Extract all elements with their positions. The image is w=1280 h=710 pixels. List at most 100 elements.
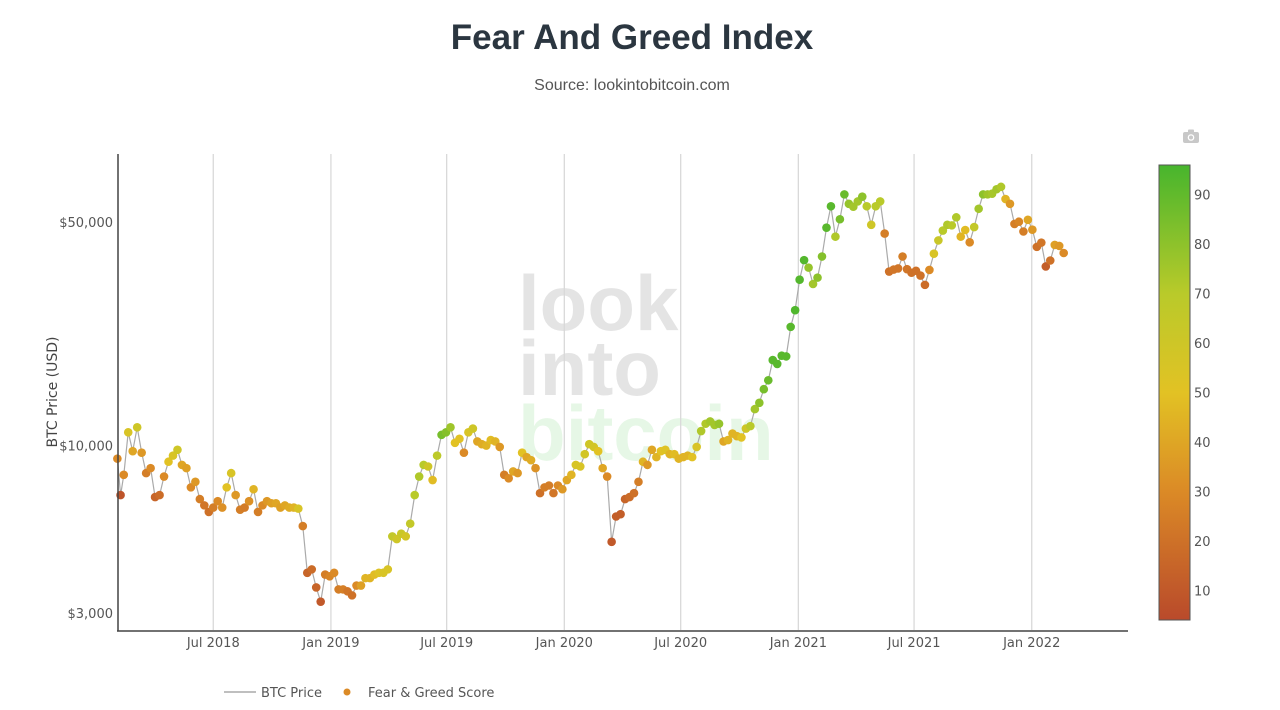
fear-greed-point: [356, 581, 366, 590]
fear-greed-point: [799, 255, 809, 265]
fear-greed-point: [401, 532, 411, 541]
fear-greed-point: [755, 398, 764, 408]
fear-greed-point: [593, 446, 603, 456]
fear-greed-point: [862, 201, 872, 211]
y-tick-label: $50,000: [59, 216, 113, 231]
colorbar-tick-label: 50: [1194, 387, 1211, 402]
fear-greed-point: [857, 192, 867, 201]
fear-greed-point: [414, 472, 424, 481]
fear-greed-point: [1005, 199, 1015, 209]
fear-greed-point: [634, 477, 643, 487]
fear-greed-point: [1054, 241, 1064, 251]
fear-greed-point: [746, 421, 755, 431]
fear-greed-point: [329, 568, 339, 578]
fear-greed-point: [781, 352, 791, 361]
fear-greed-point: [772, 359, 782, 369]
fear-greed-point: [128, 446, 138, 456]
fear-greed-point: [531, 463, 540, 473]
fear-greed-point: [405, 519, 415, 528]
fear-greed-point: [132, 423, 142, 432]
fear-greed-point: [687, 452, 697, 462]
fear-greed-point: [880, 229, 889, 238]
fear-greed-point: [294, 504, 303, 513]
fear-greed-point: [231, 490, 240, 500]
fear-greed-point: [119, 470, 129, 480]
fear-greed-point: [804, 263, 813, 272]
x-tick-label: Jan 2021: [769, 636, 827, 651]
colorbar-ticks: 10 20 30 40 50 60 70 80 90: [1194, 189, 1211, 600]
fear-greed-point: [750, 404, 760, 414]
fear-greed-point: [200, 501, 209, 510]
fear-greed-point: [835, 214, 845, 224]
fear-greed-point: [244, 496, 254, 506]
fear-greed-point: [866, 220, 876, 230]
fear-greed-point: [920, 280, 930, 290]
fear-greed-point: [763, 375, 773, 385]
y-axis-label: BTC Price (USD): [45, 336, 61, 447]
fear-greed-point: [956, 232, 966, 241]
fear-greed-point: [146, 463, 155, 473]
legend: BTC Price Fear & Greed Score: [224, 686, 494, 701]
y-tick-label: $3,000: [68, 607, 114, 622]
fear-greed-point: [307, 565, 317, 574]
colorbar-tick-label: 40: [1194, 436, 1211, 451]
legend-item-fear-greed[interactable]: Fear & Greed Score: [343, 686, 495, 701]
watermark-look: look: [518, 259, 679, 347]
fear-greed-point: [173, 445, 182, 455]
fear-greed-point: [826, 201, 836, 211]
legend-label-btc-price: BTC Price: [261, 686, 322, 701]
fear-greed-point: [159, 472, 169, 481]
x-tick-label: Jul 2018: [186, 636, 240, 651]
fear-greed-point: [1023, 215, 1033, 225]
colorbar-tick-label: 70: [1194, 288, 1211, 303]
colorbar-gradient: [1158, 164, 1191, 621]
x-tick-label: Jul 2019: [419, 636, 473, 651]
x-gridlines: [212, 154, 1033, 630]
fear-greed-point: [737, 433, 746, 442]
fear-greed-point: [383, 565, 393, 574]
fear-greed-point: [495, 442, 505, 452]
legend-item-btc-price[interactable]: BTC Price: [224, 686, 322, 701]
fear-greed-point: [164, 457, 173, 467]
fear-greed-point: [513, 468, 522, 478]
fear-greed-point: [916, 271, 925, 280]
fear-greed-point: [580, 449, 590, 459]
fear-greed-point: [974, 204, 983, 214]
fear-greed-point: [934, 236, 943, 245]
camera-icon[interactable]: [1183, 129, 1199, 144]
fear-greed-point: [217, 503, 227, 512]
fear-greed-point: [692, 442, 701, 452]
colorbar-tick-label: 20: [1194, 535, 1211, 550]
colorbar-tick-label: 90: [1194, 189, 1211, 204]
fear-greed-point: [558, 484, 567, 494]
fear-greed-point: [311, 583, 321, 592]
fear-greed-point: [1037, 238, 1046, 247]
colorbar: 10 20 30 40 50 60 70 80 90: [1158, 164, 1211, 621]
fear-greed-point: [898, 252, 907, 261]
fear-greed-point: [786, 322, 795, 332]
x-axis-ticks: Jul 2018 Jan 2019 Jul 2019 Jan 2020 Jul 2020…: [186, 636, 1061, 651]
x-tick-label: Jan 2019: [301, 636, 359, 651]
fear-greed-point: [938, 226, 948, 235]
fear-greed-point: [616, 509, 625, 519]
fear-greed-point: [893, 264, 903, 273]
fear-greed-point: [647, 445, 657, 455]
fear-greed-point: [298, 521, 308, 531]
fear-greed-point: [598, 463, 607, 473]
fear-greed-point: [347, 591, 357, 600]
fear-greed-point: [575, 462, 585, 471]
fear-greed-point: [951, 213, 961, 222]
fear-greed-point: [182, 463, 191, 473]
fear-greed-point: [1028, 225, 1037, 235]
fear-greed-point: [432, 451, 442, 460]
fear-greed-point: [607, 537, 616, 547]
chart-title: Fear And Greed Index: [450, 18, 814, 57]
fear-greed-point: [208, 503, 218, 512]
fear-greed-point: [652, 452, 661, 462]
fear-greed-point: [822, 223, 831, 232]
fear-greed-point: [602, 472, 612, 481]
fear-greed-point: [253, 507, 263, 517]
fear-greed-point: [526, 455, 536, 465]
fear-greed-point: [137, 448, 146, 457]
fear-greed-point: [1045, 256, 1055, 265]
